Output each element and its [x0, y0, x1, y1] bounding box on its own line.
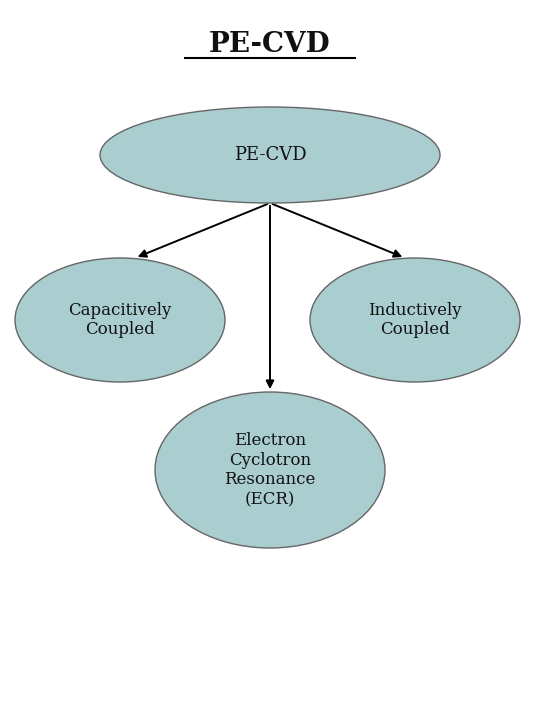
Text: Inductively
Coupled: Inductively Coupled: [368, 302, 462, 338]
Ellipse shape: [100, 107, 440, 203]
Ellipse shape: [155, 392, 385, 548]
Text: PE-CVD: PE-CVD: [234, 146, 306, 164]
Ellipse shape: [310, 258, 520, 382]
Text: Electron
Cyclotron
Resonance
(ECR): Electron Cyclotron Resonance (ECR): [224, 432, 316, 508]
Text: PE-CVD: PE-CVD: [209, 32, 331, 58]
Text: Capacitively
Coupled: Capacitively Coupled: [69, 302, 172, 338]
Ellipse shape: [15, 258, 225, 382]
